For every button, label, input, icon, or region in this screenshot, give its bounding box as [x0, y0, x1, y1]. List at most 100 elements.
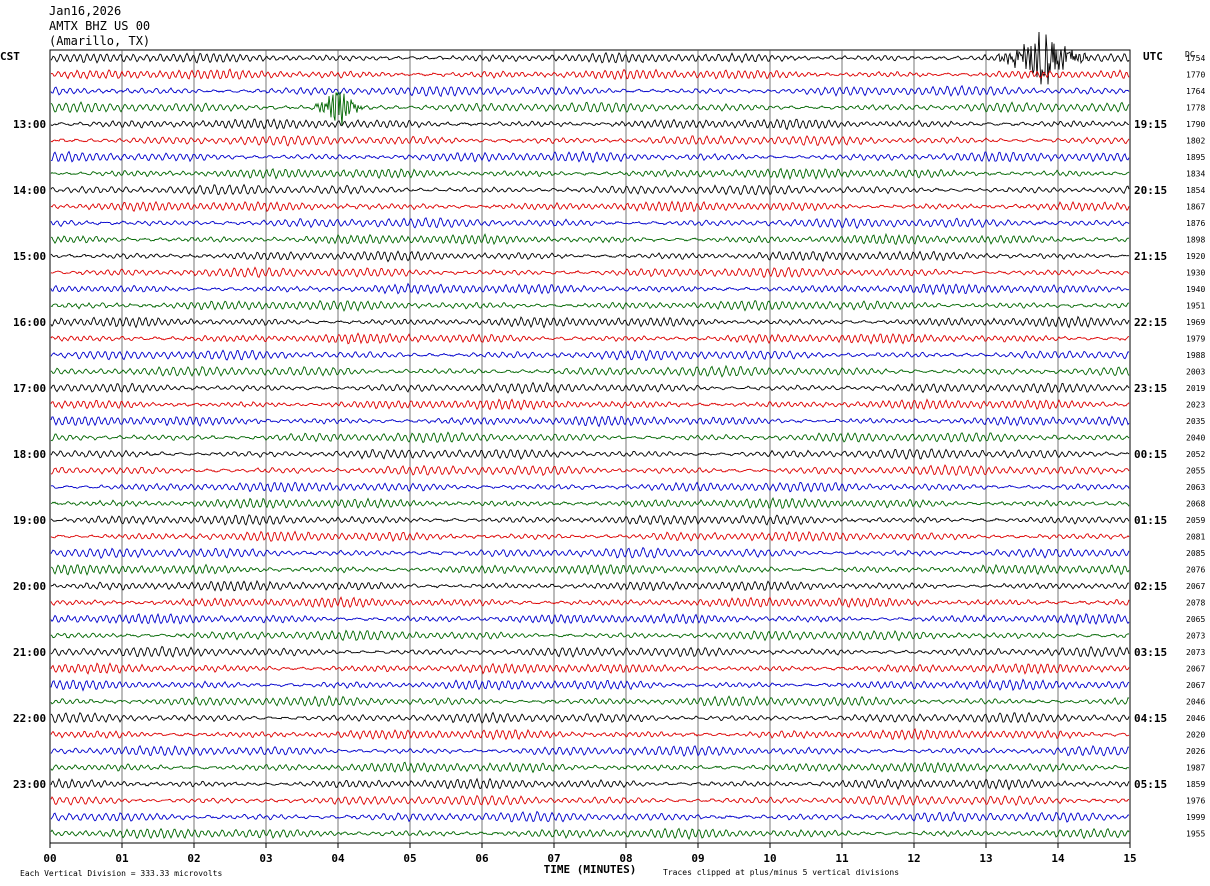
dc-offset-label: 2046	[1186, 714, 1205, 723]
minute-tick-label: 03	[259, 852, 272, 865]
trace-row-17	[50, 332, 1130, 345]
trace-row-24	[50, 448, 1130, 460]
cst-hour-label: 15:00	[13, 250, 46, 263]
trace-row-4	[50, 118, 1130, 131]
dc-offset-label: 1802	[1186, 137, 1205, 146]
dc-offset-label: 1867	[1186, 203, 1205, 212]
trace-row-26	[50, 481, 1130, 493]
utc-hour-label: 22:15	[1134, 316, 1167, 329]
dc-offset-label: 2026	[1186, 747, 1205, 756]
dc-offset-label: 2068	[1186, 500, 1205, 509]
trace-row-8	[50, 183, 1130, 196]
trace-row-42	[50, 744, 1130, 757]
dc-offset-label: 2076	[1186, 566, 1205, 575]
minute-tick-label: 04	[331, 852, 345, 865]
dc-offset-label: 2019	[1186, 384, 1205, 393]
trace-row-2	[50, 84, 1130, 98]
trace-row-46	[50, 810, 1130, 823]
x-axis-label: TIME (MINUTES)	[544, 863, 637, 876]
dc-offset-label: 2065	[1186, 615, 1205, 624]
trace-row-33	[50, 596, 1130, 609]
trace-row-34	[50, 612, 1130, 626]
dc-offset-label: 1859	[1186, 780, 1205, 789]
trace-row-27	[50, 496, 1130, 509]
trace-row-19	[50, 364, 1130, 378]
minute-tick-labels: 00 01 02 03 04 05 06 07 08 09 10 11 12 13 14 15	[43, 852, 1136, 865]
scale-note: Each Vertical Division = 333.33 microvol…	[20, 869, 222, 878]
cst-hour-label: 18:00	[13, 448, 46, 461]
cst-hour-label: 16:00	[13, 316, 46, 329]
cst-hour-label: 22:00	[13, 712, 46, 725]
dc-offset-label: 1955	[1186, 830, 1205, 839]
left-timezone-label: CST	[0, 50, 20, 63]
dc-offset-label: 1770	[1186, 71, 1205, 80]
utc-hour-label: 19:15	[1134, 118, 1167, 131]
dc-offset-label: 1979	[1186, 335, 1205, 344]
minute-tick-label: 10	[763, 852, 776, 865]
dc-offset-label: 2052	[1186, 450, 1205, 459]
dc-offset-label: 1920	[1186, 252, 1205, 261]
utc-hour-label: 21:15	[1134, 250, 1167, 263]
utc-hour-label: 03:15	[1134, 646, 1167, 659]
trace-row-38	[50, 678, 1130, 692]
minute-tick-label: 00	[43, 852, 56, 865]
seismic-traces	[50, 31, 1130, 841]
dc-offset-label: 2040	[1186, 434, 1205, 443]
cst-hour-label: 23:00	[13, 778, 46, 791]
minute-tick-label: 07	[547, 852, 560, 865]
trace-row-45	[50, 794, 1130, 807]
trace-row-6	[50, 150, 1130, 164]
trace-row-37	[50, 662, 1130, 675]
trace-row-36	[50, 645, 1130, 658]
trace-row-47	[50, 827, 1130, 841]
trace-row-20	[50, 381, 1130, 395]
dc-offset-label: 1754	[1186, 54, 1205, 63]
minute-tick-label: 12	[907, 852, 920, 865]
trace-row-3	[50, 91, 1130, 126]
trace-row-40	[50, 711, 1130, 724]
trace-row-32	[50, 579, 1130, 592]
utc-hour-label: 04:15	[1134, 712, 1167, 725]
dc-offset-label: 2067	[1186, 681, 1205, 690]
trace-row-0	[50, 31, 1130, 85]
dc-offset-label: 1969	[1186, 318, 1205, 327]
minute-tick-label: 09	[691, 852, 704, 865]
trace-row-14	[50, 282, 1130, 296]
dc-offset-label: 2073	[1186, 648, 1205, 657]
trace-row-44	[50, 777, 1130, 791]
utc-hour-label: 01:15	[1134, 514, 1167, 527]
utc-hour-label: 05:15	[1134, 778, 1167, 791]
cst-hour-label: 21:00	[13, 646, 46, 659]
dc-offset-label: 1987	[1186, 764, 1205, 773]
cst-hour-label: 19:00	[13, 514, 46, 527]
trace-row-13	[50, 266, 1130, 279]
dc-offset-labels: 1754 1770 1764 1778 1790 1802 1895 1834 1854 1867…	[1186, 54, 1205, 839]
dc-offset-label: 1834	[1186, 170, 1205, 179]
minute-tick-label: 02	[187, 852, 200, 865]
minute-tick-label: 15	[1123, 852, 1136, 865]
trace-row-22	[50, 415, 1130, 428]
dc-offset-label: 1976	[1186, 797, 1205, 806]
cst-hour-label: 14:00	[13, 184, 46, 197]
minute-tick-label: 14	[1051, 852, 1065, 865]
cst-hour-label: 17:00	[13, 382, 46, 395]
trace-row-15	[50, 299, 1130, 312]
dc-offset-label: 2078	[1186, 599, 1205, 608]
trace-row-28	[50, 514, 1130, 526]
trace-row-7	[50, 167, 1130, 180]
dc-offset-label: 1940	[1186, 285, 1205, 294]
dc-offset-label: 1778	[1186, 104, 1205, 113]
utc-hour-label: 20:15	[1134, 184, 1167, 197]
plot-frame	[49, 49, 1131, 844]
utc-hour-label: 02:15	[1134, 580, 1167, 593]
station-label: AMTX BHZ US 00	[49, 19, 150, 33]
trace-row-41	[50, 728, 1130, 741]
dc-offset-label: 2035	[1186, 417, 1205, 426]
dc-offset-label: 2003	[1186, 368, 1205, 377]
dc-offset-label: 2073	[1186, 632, 1205, 641]
dc-offset-label: 1764	[1186, 87, 1205, 96]
trace-row-9	[50, 200, 1130, 213]
trace-row-43	[50, 761, 1130, 774]
dc-offset-label: 1790	[1186, 120, 1205, 129]
